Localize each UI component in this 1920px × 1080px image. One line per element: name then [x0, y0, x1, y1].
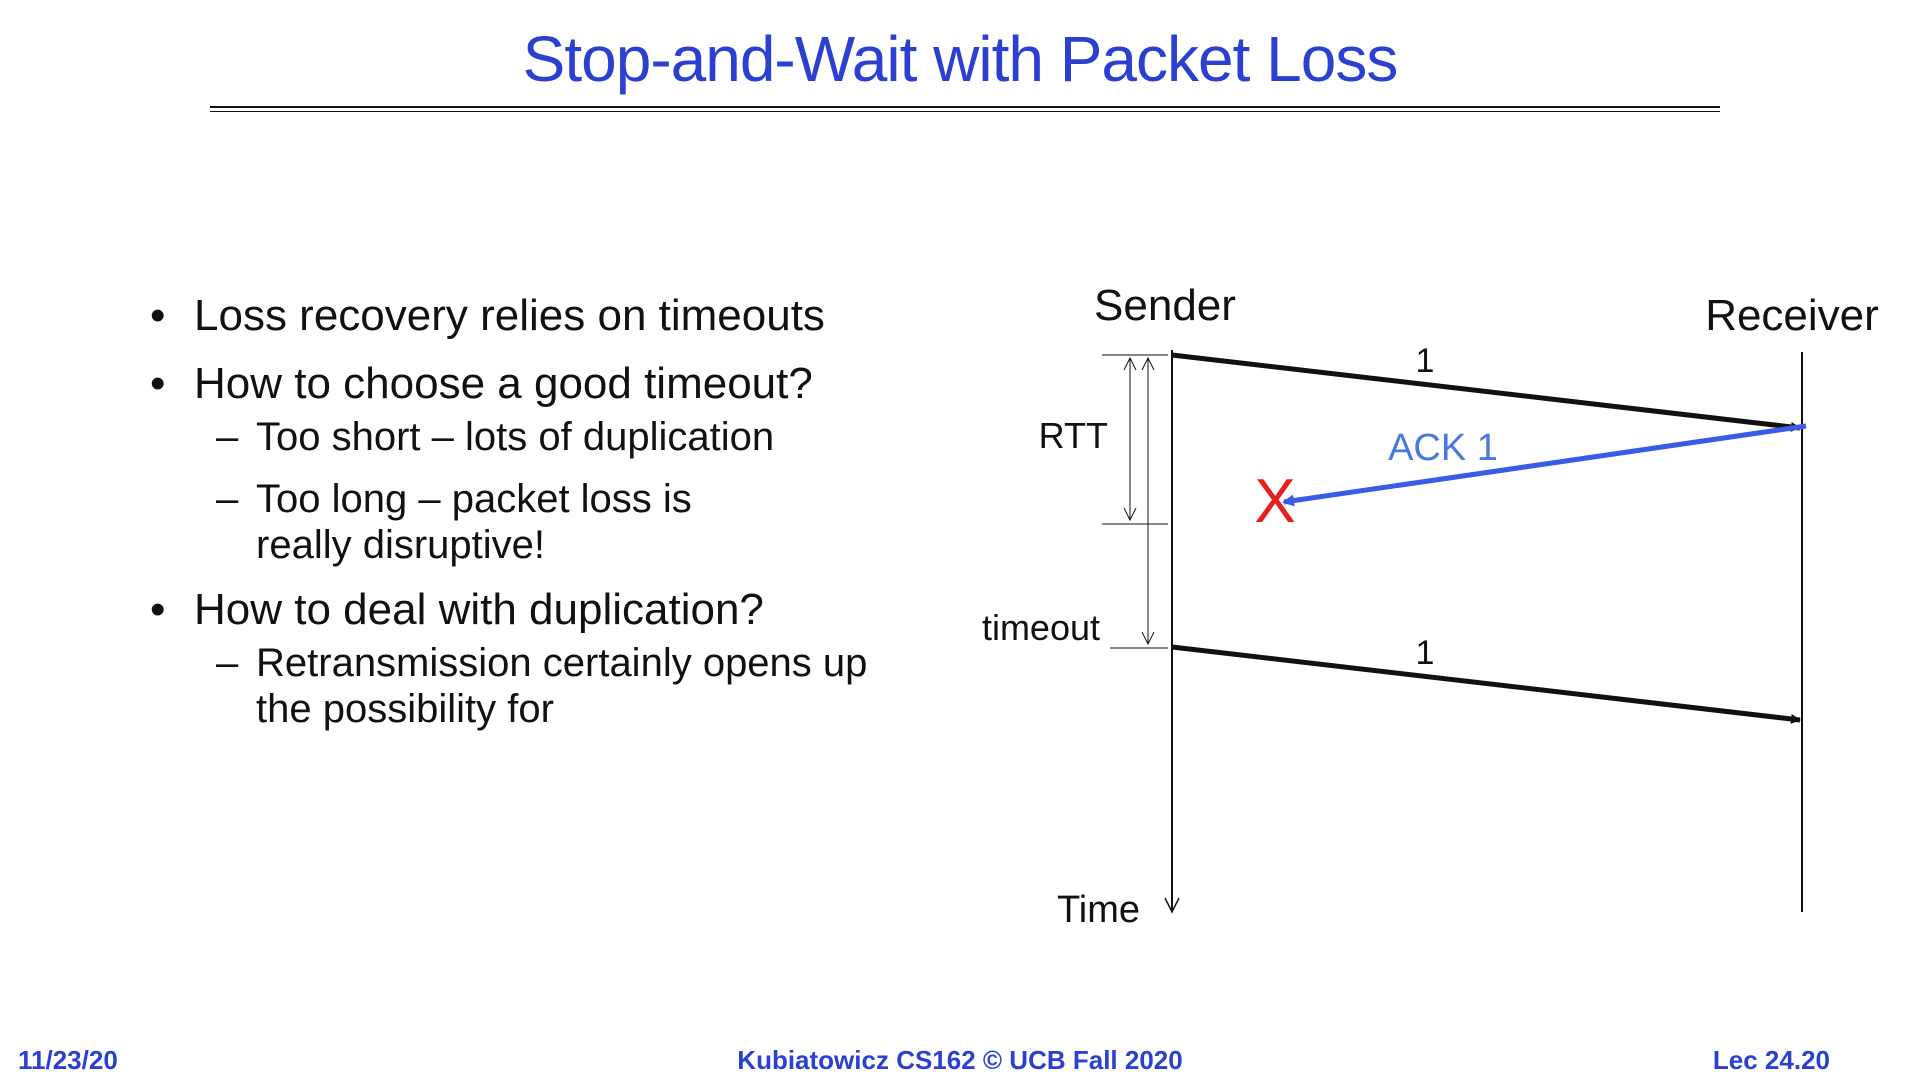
timeout-arrowhead-top: [1141, 356, 1155, 371]
footer-course: Kubiatowicz CS162 © UCB Fall 2020: [737, 1045, 1183, 1075]
bullet-dot: •: [150, 585, 166, 634]
bullet-text: Loss recovery relies on timeouts: [194, 291, 825, 340]
sub-bullet-text: Retransmission certainly opens up the po…: [256, 641, 868, 731]
sender-label: Sender: [1094, 281, 1236, 330]
bullet-dot: •: [150, 291, 166, 340]
sub-bullet-text: Too short – lots of duplication: [256, 415, 775, 459]
packet1-label: 1: [1416, 342, 1435, 380]
sub-bullet-dash: –: [216, 477, 239, 521]
sub-bullet-text: Too long – packet loss is really disrupt…: [256, 477, 692, 567]
footer-lecture: Lec 24.20: [1712, 1045, 1830, 1075]
title-rule-bottom: [210, 111, 1720, 112]
rtt-label: RTT: [1039, 415, 1108, 456]
bullet-text: How to choose a good timeout?: [194, 359, 813, 408]
receiver-label: Receiver: [1705, 291, 1879, 340]
sub-bullet-item: – Too short – lots of duplication: [150, 414, 950, 460]
packet2-arrow: [1171, 644, 1801, 724]
packet1-arrow: [1171, 352, 1801, 432]
time-arrowhead: [1164, 897, 1180, 914]
timeout-arrowhead-bottom: [1141, 631, 1155, 646]
bullet-item: • How to deal with duplication?: [150, 584, 950, 636]
rtt-arrowhead-top: [1123, 356, 1137, 371]
bullet-dot: •: [150, 359, 166, 408]
rtt-arrowhead-bottom: [1123, 507, 1137, 522]
sub-bullet-dash: –: [216, 641, 239, 685]
sub-bullet-item: – Retransmission certainly opens up the …: [150, 640, 916, 732]
timeout-label: timeout: [982, 607, 1100, 648]
ack-label: ACK 1: [1388, 427, 1498, 469]
sub-bullet-dash: –: [216, 415, 239, 459]
footer-date: 11/23/20: [18, 1045, 118, 1075]
loss-x-icon: X: [1254, 467, 1295, 536]
bullet-list: • Loss recovery relies on timeouts • How…: [150, 290, 950, 748]
packet2-label: 1: [1416, 634, 1435, 672]
bullet-text: How to deal with duplication?: [194, 585, 764, 634]
slide-title: Stop-and-Wait with Packet Loss: [522, 23, 1399, 95]
bullet-item: • Loss recovery relies on timeouts: [150, 290, 950, 342]
sub-bullet-item: – Too long – packet loss is really disru…: [150, 476, 696, 568]
ack-arrow: [1282, 423, 1807, 507]
time-label: Time: [1057, 889, 1140, 931]
title-rule-top: [210, 106, 1720, 108]
bullet-item: • How to choose a good timeout?: [150, 358, 950, 410]
